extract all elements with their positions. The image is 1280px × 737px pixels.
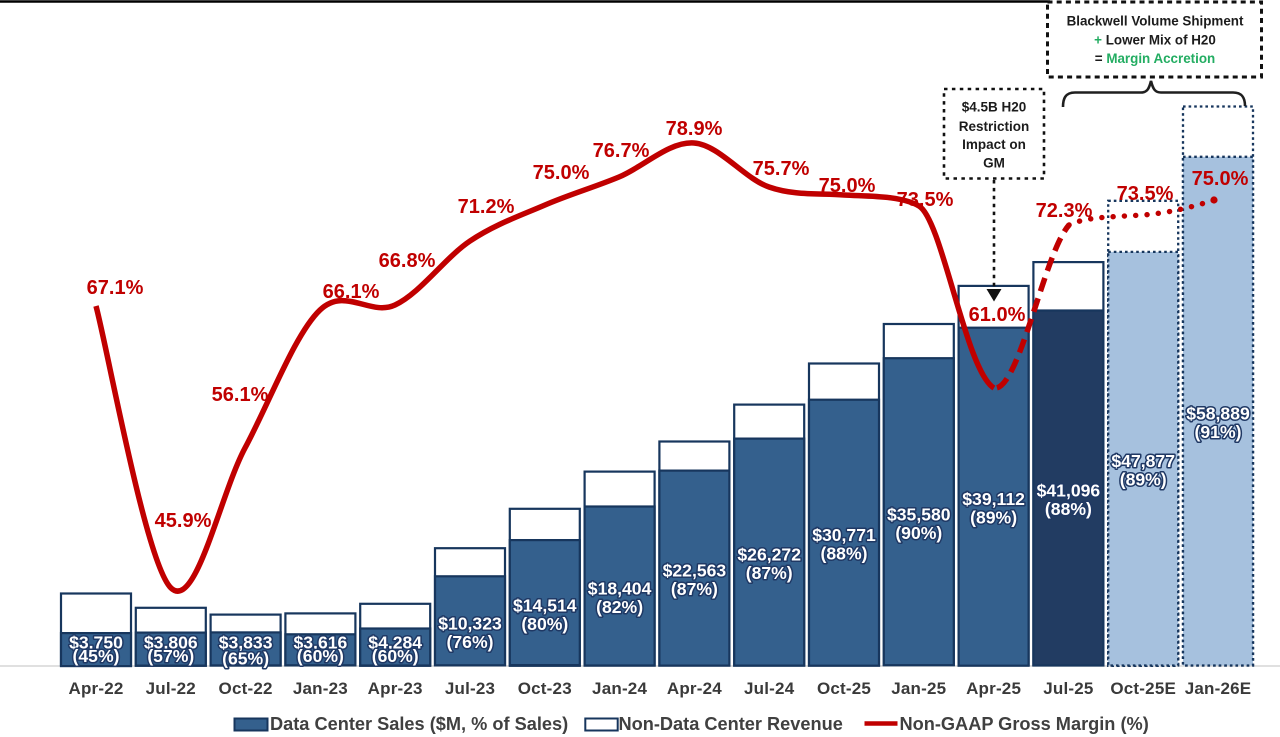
svg-text:GM: GM — [983, 156, 1005, 171]
svg-text:Jan-26E: Jan-26E — [1185, 679, 1252, 698]
svg-text:Jan-25: Jan-25 — [891, 679, 946, 698]
svg-text:(89%): (89%) — [970, 508, 1017, 528]
svg-text:+ Lower Mix of H20: + Lower Mix of H20 — [1094, 33, 1216, 48]
svg-text:(60%): (60%) — [372, 646, 419, 666]
svg-text:Apr-25: Apr-25 — [966, 679, 1021, 698]
svg-text:45.9%: 45.9% — [155, 510, 212, 532]
svg-text:61.0%: 61.0% — [969, 304, 1026, 326]
svg-text:(65%): (65%) — [222, 649, 269, 669]
svg-text:56.1%: 56.1% — [212, 384, 269, 406]
svg-text:$39,112: $39,112 — [962, 489, 1025, 509]
svg-text:$4,284: $4,284 — [368, 633, 422, 653]
svg-text:Non-GAAP Gross Margin (%): Non-GAAP Gross Margin (%) — [900, 714, 1149, 734]
svg-text:75.7%: 75.7% — [753, 158, 810, 180]
svg-text:$10,323: $10,323 — [438, 613, 502, 633]
svg-text:(87%): (87%) — [671, 579, 718, 599]
svg-text:$47,877: $47,877 — [1111, 451, 1175, 471]
svg-text:(45%): (45%) — [73, 646, 120, 666]
svg-text:Restriction: Restriction — [959, 119, 1030, 134]
svg-text:(89%): (89%) — [1120, 470, 1167, 490]
svg-text:$4.5B H20: $4.5B H20 — [962, 100, 1027, 115]
svg-text:75.0%: 75.0% — [1192, 168, 1249, 190]
svg-text:78.9%: 78.9% — [666, 118, 723, 140]
svg-text:67.1%: 67.1% — [87, 277, 144, 299]
svg-text:Oct-25E: Oct-25E — [1110, 679, 1176, 698]
svg-text:(82%): (82%) — [596, 597, 643, 617]
svg-text:= Margin Accretion: = Margin Accretion — [1095, 51, 1215, 66]
svg-text:75.0%: 75.0% — [819, 175, 876, 197]
svg-text:(76%): (76%) — [447, 632, 494, 652]
svg-text:$3,616: $3,616 — [293, 633, 347, 653]
svg-text:$26,272: $26,272 — [737, 545, 801, 565]
svg-text:(80%): (80%) — [521, 614, 568, 634]
svg-text:Jul-22: Jul-22 — [146, 679, 196, 698]
svg-text:75.0%: 75.0% — [533, 162, 590, 184]
svg-text:Blackwell Volume Shipment: Blackwell Volume Shipment — [1067, 14, 1244, 29]
svg-text:Jan-24: Jan-24 — [592, 679, 647, 698]
svg-text:Oct-22: Oct-22 — [219, 679, 273, 698]
svg-text:Data Center Sales ($M, % of Sa: Data Center Sales ($M, % of Sales) — [270, 714, 568, 734]
svg-text:Oct-23: Oct-23 — [518, 679, 572, 698]
svg-text:73.5%: 73.5% — [897, 189, 954, 211]
svg-text:76.7%: 76.7% — [593, 140, 650, 162]
svg-text:Impact on: Impact on — [962, 137, 1026, 152]
svg-text:Jan-23: Jan-23 — [293, 679, 348, 698]
svg-text:(88%): (88%) — [1045, 499, 1092, 519]
svg-text:$22,563: $22,563 — [663, 561, 727, 581]
svg-text:$3,806: $3,806 — [144, 633, 198, 653]
svg-text:Apr-22: Apr-22 — [68, 679, 123, 698]
svg-text:(88%): (88%) — [821, 544, 868, 564]
svg-text:71.2%: 71.2% — [458, 196, 515, 218]
svg-text:$18,404: $18,404 — [588, 579, 652, 599]
svg-text:$41,096: $41,096 — [1037, 481, 1101, 501]
svg-text:$30,771: $30,771 — [812, 525, 876, 545]
svg-text:Apr-24: Apr-24 — [667, 679, 722, 698]
svg-text:$58,889: $58,889 — [1186, 404, 1250, 424]
svg-text:$3,750: $3,750 — [69, 633, 123, 653]
svg-text:Non-Data Center Revenue: Non-Data Center Revenue — [619, 714, 843, 734]
svg-text:$3,833: $3,833 — [219, 633, 273, 653]
svg-text:Oct-25: Oct-25 — [817, 679, 871, 698]
svg-text:(57%): (57%) — [147, 646, 194, 666]
svg-text:66.8%: 66.8% — [379, 250, 436, 272]
svg-text:Jul-24: Jul-24 — [744, 679, 795, 698]
svg-text:73.5%: 73.5% — [1117, 183, 1174, 205]
svg-text:(87%): (87%) — [746, 563, 793, 583]
svg-text:Jul-23: Jul-23 — [445, 679, 495, 698]
svg-text:72.3%: 72.3% — [1036, 200, 1093, 222]
svg-text:$14,514: $14,514 — [513, 595, 577, 615]
svg-text:(91%): (91%) — [1195, 422, 1242, 442]
svg-text:Apr-23: Apr-23 — [368, 679, 423, 698]
svg-text:(60%): (60%) — [297, 646, 344, 666]
svg-text:Jul-25: Jul-25 — [1043, 679, 1093, 698]
svg-text:66.1%: 66.1% — [323, 281, 380, 303]
svg-text:(90%): (90%) — [895, 523, 942, 543]
svg-text:$35,580: $35,580 — [887, 504, 951, 524]
